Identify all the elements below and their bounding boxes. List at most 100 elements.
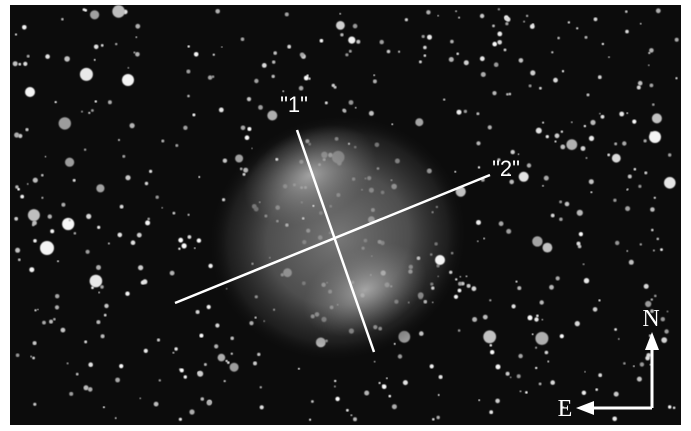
star bbox=[136, 232, 142, 238]
star bbox=[20, 194, 25, 199]
star bbox=[463, 60, 469, 66]
star bbox=[115, 377, 120, 383]
star bbox=[379, 39, 384, 45]
star bbox=[115, 42, 118, 46]
star bbox=[519, 390, 522, 393]
star bbox=[22, 25, 27, 30]
star bbox=[57, 260, 59, 263]
star bbox=[354, 106, 357, 109]
star bbox=[258, 105, 263, 110]
star bbox=[535, 366, 538, 370]
star bbox=[525, 391, 528, 394]
star bbox=[457, 329, 461, 332]
star bbox=[626, 112, 629, 114]
star bbox=[479, 13, 485, 19]
star bbox=[161, 207, 163, 209]
star bbox=[493, 62, 499, 67]
star bbox=[423, 45, 427, 50]
star bbox=[135, 23, 141, 29]
star bbox=[32, 356, 35, 360]
star bbox=[37, 308, 39, 311]
star bbox=[505, 371, 510, 376]
star bbox=[62, 217, 75, 231]
star bbox=[650, 309, 654, 313]
star bbox=[308, 77, 311, 80]
star bbox=[217, 353, 226, 362]
star bbox=[26, 54, 30, 58]
north-arrow-head bbox=[645, 332, 659, 350]
east-arrow-head bbox=[576, 401, 594, 415]
star bbox=[632, 119, 637, 124]
star bbox=[331, 83, 335, 88]
star bbox=[343, 109, 347, 113]
star bbox=[542, 185, 544, 187]
star bbox=[193, 247, 196, 250]
star bbox=[542, 121, 545, 124]
star bbox=[576, 241, 581, 246]
star bbox=[651, 228, 654, 232]
star bbox=[567, 21, 571, 24]
star bbox=[89, 274, 103, 288]
star bbox=[454, 170, 457, 173]
star bbox=[133, 51, 136, 54]
star bbox=[644, 171, 648, 175]
north-label: N bbox=[642, 306, 659, 332]
star bbox=[103, 313, 107, 317]
bright-star bbox=[122, 74, 134, 86]
star bbox=[664, 329, 669, 334]
axis-line-1 bbox=[295, 129, 376, 353]
star bbox=[347, 142, 351, 145]
star bbox=[235, 154, 244, 163]
star bbox=[585, 157, 588, 159]
star bbox=[240, 37, 245, 41]
nebula-lobe bbox=[243, 124, 377, 226]
star bbox=[455, 10, 458, 13]
star bbox=[622, 141, 627, 146]
star bbox=[582, 263, 585, 266]
star bbox=[311, 400, 314, 403]
star bbox=[637, 80, 643, 86]
star bbox=[645, 355, 650, 361]
star bbox=[476, 112, 480, 116]
star bbox=[668, 153, 672, 157]
star bbox=[652, 103, 655, 106]
star bbox=[218, 107, 224, 113]
star bbox=[666, 310, 669, 313]
star bbox=[598, 299, 601, 302]
star bbox=[287, 44, 292, 49]
star bbox=[284, 12, 289, 17]
star bbox=[91, 286, 94, 290]
star bbox=[492, 91, 497, 96]
star bbox=[91, 109, 94, 112]
star bbox=[562, 406, 565, 409]
line-1-label: "1" bbox=[280, 92, 308, 117]
star bbox=[517, 153, 520, 155]
star bbox=[397, 354, 403, 359]
star bbox=[388, 394, 392, 398]
star bbox=[530, 70, 536, 76]
star bbox=[437, 14, 439, 17]
star bbox=[33, 402, 37, 406]
star bbox=[96, 265, 101, 270]
star bbox=[335, 396, 340, 402]
star bbox=[254, 78, 259, 84]
star bbox=[352, 23, 358, 29]
star bbox=[633, 167, 637, 171]
star bbox=[527, 315, 533, 321]
star bbox=[14, 216, 19, 221]
star bbox=[668, 405, 672, 409]
star bbox=[64, 56, 70, 62]
star bbox=[82, 8, 86, 12]
star bbox=[544, 350, 549, 355]
star bbox=[94, 100, 98, 103]
star bbox=[12, 61, 18, 67]
star bbox=[525, 14, 529, 18]
star bbox=[564, 201, 570, 207]
star bbox=[505, 22, 509, 26]
star bbox=[583, 278, 590, 284]
star bbox=[459, 275, 462, 278]
star bbox=[619, 111, 625, 117]
star bbox=[391, 404, 397, 410]
